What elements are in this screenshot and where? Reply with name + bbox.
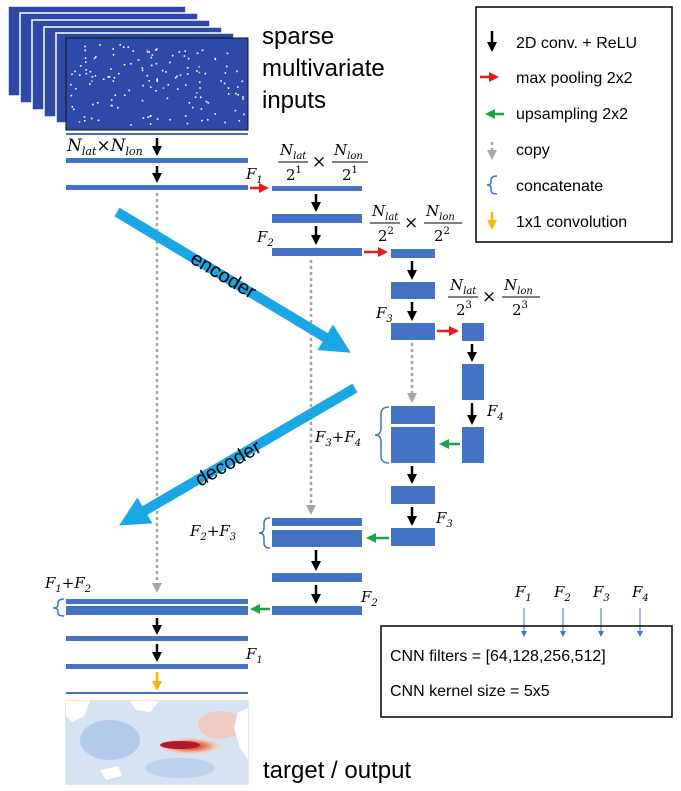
landmass [66, 701, 90, 722]
legend-maxpool-label: max pooling 2x2 [516, 70, 633, 87]
input-map-front [65, 37, 249, 131]
filter-labels: F1 F2 F3 F4 F3 F2 F1 [245, 165, 504, 666]
svg-text:Nlat: Nlat [371, 202, 399, 223]
svg-text:F2: F2 [256, 228, 274, 249]
concat-braces [52, 406, 390, 617]
svg-text:F1+F2: F1+F2 [44, 574, 91, 595]
decoder-arrow: decoder [119, 383, 358, 526]
layer-l3-pool [462, 323, 484, 341]
svg-text:encoder: encoder [186, 247, 260, 303]
layer-l2-up [391, 427, 435, 463]
svg-text:F1: F1 [514, 583, 532, 604]
svg-text:F1: F1 [245, 645, 263, 666]
input-maps-stack [7, 5, 249, 131]
landmass [130, 701, 160, 712]
dim-label-level0: Nlat×Nlon [66, 136, 143, 158]
landmass [100, 766, 122, 780]
cnn-config-box [380, 625, 673, 718]
svg-text:22: 22 [378, 226, 394, 245]
cnn-filters-label: CNN filters = [64,128,256,512] [390, 648, 606, 665]
layer-l1-dec-conv2 [272, 606, 362, 615]
layer-l0-conv1 [66, 158, 248, 163]
svg-text:F1: F1 [245, 165, 263, 186]
layer-l0-conv2 [66, 185, 248, 190]
layer-l1-copy [272, 518, 362, 526]
layer-l0-dec-conv1 [66, 636, 248, 641]
svg-text:multivariate: multivariate [262, 55, 385, 82]
legend-upsample-label: upsampling 2x2 [516, 106, 628, 123]
svg-text:F2+F3: F2+F3 [189, 522, 236, 543]
output-layer-line [66, 692, 248, 694]
layer-l1-conv1 [272, 214, 362, 223]
svg-text:Nlon: Nlon [503, 276, 533, 297]
legend-conv-label: 2D conv. + ReLU [516, 35, 637, 52]
svg-text:F4: F4 [486, 402, 504, 423]
maxpool-arrows [250, 183, 459, 336]
layer-l0-copy [66, 599, 248, 604]
layer-l1-up [272, 530, 362, 547]
svg-text:Nlon: Nlon [333, 141, 363, 162]
layer-l3-conv1 [462, 364, 484, 400]
filter-pointer-arrows [521, 608, 643, 637]
svg-text:21: 21 [286, 165, 302, 184]
legend-copy-label: copy [516, 142, 550, 159]
layer-l1-dec-conv1 [272, 573, 362, 582]
svg-text:22: 22 [434, 226, 450, 245]
legend-concat-icon [486, 175, 498, 195]
dim-label-level2: Nlat 22 × Nlon 22 [370, 202, 462, 245]
svg-text:F4: F4 [631, 583, 649, 604]
legend: 2D conv. + ReLU max pooling 2x2 upsampli… [475, 6, 673, 243]
layer-l2-dec-conv1 [391, 486, 435, 504]
svg-text:×: × [482, 287, 496, 307]
layer-bars [66, 133, 484, 694]
svg-text:×: × [404, 213, 418, 233]
svg-text:F2: F2 [360, 588, 378, 609]
svg-text:F3: F3 [592, 583, 610, 604]
svg-text:21: 21 [342, 165, 358, 184]
svg-text:F2: F2 [553, 583, 571, 604]
layer-l0-dec-conv2 [66, 664, 248, 669]
dim-label-level3: Nlat 23 × Nlon 23 [448, 276, 540, 319]
layer-l2-conv1 [391, 282, 435, 299]
svg-text:Nlat: Nlat [279, 141, 307, 162]
legend-concat-label: concatenate [516, 178, 603, 195]
conv-arrows [152, 138, 477, 662]
dim-label-level1: Nlat 21 × Nlon 21 [278, 141, 368, 184]
svg-text:inputs: inputs [262, 87, 326, 114]
layer-l1-conv2 [272, 248, 362, 256]
layer-l2-pool [391, 249, 435, 258]
legend-1x1-label: 1x1 convolution [516, 214, 627, 231]
output-label: target / output [263, 757, 411, 784]
svg-text:Nlat: Nlat [449, 276, 477, 297]
layer-l3-conv2 [462, 427, 484, 463]
cnn-kernel-label: CNN kernel size = 5x5 [390, 683, 550, 700]
svg-text:Nlat×Nlon: Nlat×Nlon [66, 136, 143, 158]
legend-box [475, 6, 673, 243]
concat-labels: F3+F4 F2+F3 F1+F2 [44, 428, 361, 595]
layer-l0-up [66, 606, 248, 615]
inputs-label: sparse multivariate inputs [262, 23, 385, 114]
svg-text:F3+F4: F3+F4 [314, 428, 361, 449]
output-map [65, 700, 249, 785]
svg-text:23: 23 [456, 300, 472, 319]
sparse-observation-dots [70, 44, 245, 126]
svg-text:23: 23 [512, 300, 528, 319]
upsample-arrows [250, 439, 460, 614]
svg-text:F3: F3 [375, 304, 393, 325]
landmass [234, 708, 248, 760]
input-layer-line [66, 133, 248, 135]
encoder-arrow: encoder [114, 207, 351, 353]
layer-l2-dec-conv2 [391, 528, 435, 546]
layer-l2-conv2 [391, 323, 435, 340]
layer-l1-pool [272, 186, 362, 191]
svg-text:×: × [312, 152, 326, 172]
svg-text:sparse: sparse [262, 23, 334, 50]
svg-text:F3: F3 [435, 509, 453, 530]
cnn-config: F1 F2 F3 F4 CNN filters = [64,128,256,51… [380, 583, 673, 718]
svg-text:Nlon: Nlon [425, 202, 455, 223]
svg-text:decoder: decoder [192, 436, 266, 491]
layer-l2-copy [391, 406, 435, 424]
